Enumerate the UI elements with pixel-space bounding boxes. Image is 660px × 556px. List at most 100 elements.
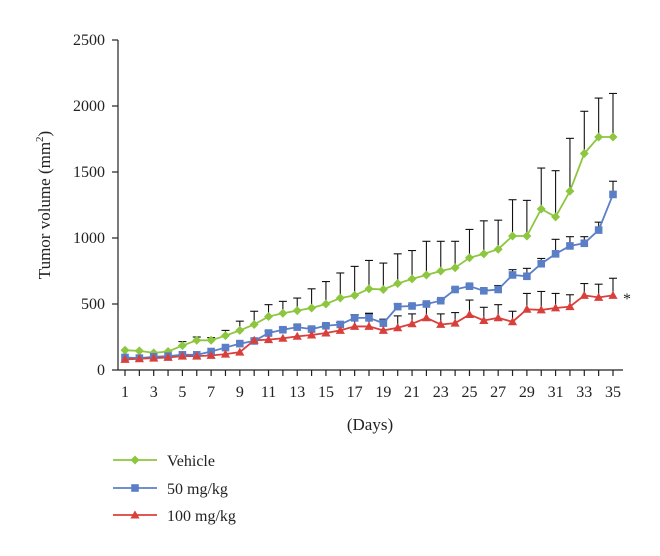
data-point-square [580,239,589,248]
data-point-triangle [235,347,245,356]
y-axis-title-main: Tumor volume (mm [35,142,54,279]
data-point-diamond [350,290,360,300]
data-point-diamond [551,212,561,222]
data-point-triangle [350,321,360,330]
data-point-square [508,271,517,279]
x-axis-title: (Days) [347,415,393,434]
data-point-square [408,302,416,310]
data-point-diamond [134,346,144,356]
data-point-square [264,329,273,337]
data-point-diamond [450,263,460,273]
data-point-diamond [436,266,446,276]
data-point-diamond [321,299,331,309]
legend-label: 100 mg/kg [167,508,236,525]
y-axis-title-superscript: 2 [34,136,46,142]
significance-annotation: * [623,291,631,308]
data-point-triangle [565,302,575,311]
legend-marker-diamond [130,455,140,465]
data-point-triangle [306,330,317,339]
data-point-triangle [163,352,173,361]
data-point-square [451,285,459,294]
data-point-triangle [321,328,331,337]
data-point-square [379,319,388,327]
x-tick-label: 1 [121,384,129,401]
x-tick-label: 29 [519,384,535,401]
data-point-triangle [278,333,288,342]
data-point-square [494,285,502,294]
data-point-diamond [206,335,216,345]
data-point-diamond [177,341,187,351]
x-tick-label: 33 [576,384,592,401]
data-point-square [422,300,431,308]
data-point-diamond [364,284,374,294]
data-point-diamond [192,335,202,345]
x-tick-label: 17 [347,384,363,401]
data-point-square [221,343,230,352]
data-point-triangle [134,354,144,363]
data-point-triangle [192,351,202,360]
y-axis-title-close: ) [35,131,54,137]
y-tick-label: 0 [97,362,105,379]
data-point-diamond [292,306,302,316]
data-point-diamond [120,345,130,355]
data-point-triangle [436,319,446,328]
data-point-triangle [149,353,159,362]
x-tick-label: 21 [404,384,420,401]
y-tick-label: 1500 [73,164,105,181]
data-point-square [307,325,316,333]
data-point-triangle [407,319,417,328]
y-ticks: 0 500 1000 1500 2000 2500 [73,32,118,379]
data-point-square [365,314,373,322]
axes [117,40,623,371]
data-point-triangle [249,335,259,344]
x-ticks: 1 3 5 7 9 11 13 15 17 19 21 23 25 27 29 31 33 35 [121,370,621,401]
data-point-diamond [565,186,575,196]
data-point-diamond [493,244,503,254]
legend-label: 50 mg/kg [167,481,228,498]
x-tick-label: 19 [375,384,391,401]
data-point-square [236,339,244,348]
data-point-triangle [393,323,403,332]
data-point-square [350,314,359,322]
data-point-diamond [579,149,589,159]
data-point-square [537,259,546,268]
data-point-diamond [278,308,288,318]
data-point-diamond [393,279,403,289]
data-point-triangle [206,350,216,359]
data-point-triangle [220,349,231,358]
data-point-triangle [579,290,589,299]
data-point-square [279,325,287,334]
y-tick-label: 1000 [73,230,105,247]
data-point-square [336,320,345,329]
x-tick-label: 27 [490,384,506,401]
x-tick-label: 7 [207,384,215,401]
data-point-diamond [536,204,546,214]
x-tick-label: 9 [236,384,244,401]
data-point-square [594,226,603,234]
data-point-diamond [407,274,417,284]
data-point-triangle [450,318,460,327]
series-markers [120,132,618,363]
data-point-diamond [421,270,431,280]
data-point-triangle [263,335,274,344]
data-point-diamond [220,331,230,341]
data-point-square [293,323,302,331]
data-point-diamond [522,231,532,241]
data-point-triangle [493,313,503,322]
legend-marker-triangle [130,510,140,519]
data-point-triangle [608,290,618,299]
x-tick-label: 15 [318,384,334,401]
y-axis-title: Tumor volume (mm2) [34,131,54,279]
legend-marker-square [131,484,139,492]
data-point-triangle [292,331,302,340]
data-point-triangle [421,313,432,322]
x-tick-label: 3 [150,384,158,401]
data-point-square [436,296,445,305]
data-point-triangle [594,292,604,301]
y-tick-label: 2500 [73,32,105,49]
legend-label: Vehicle [167,453,215,470]
data-point-square [465,282,474,290]
x-tick-label: 25 [461,384,477,401]
data-point-diamond [608,132,618,142]
